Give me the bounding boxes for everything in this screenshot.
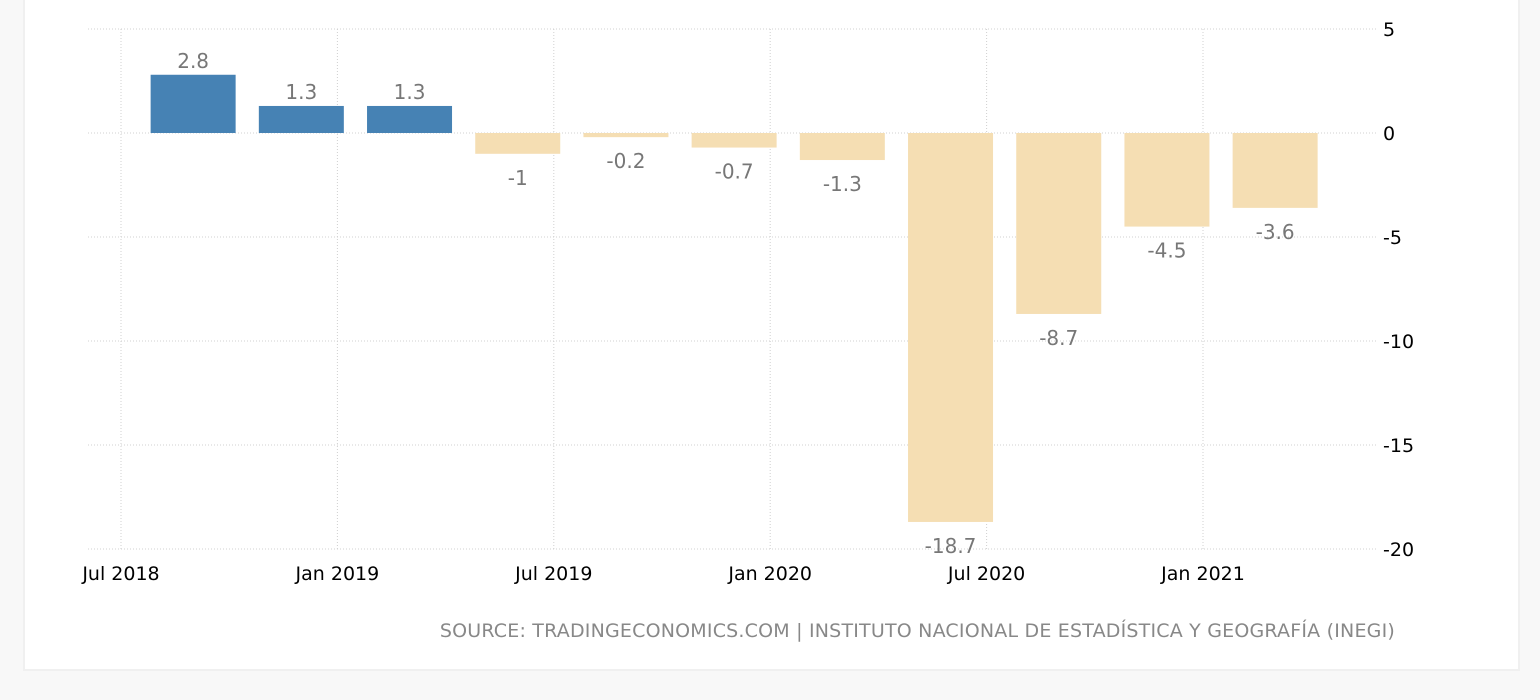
bar [150, 74, 236, 133]
data-label: 1.3 [394, 80, 426, 104]
data-label: 2.8 [177, 49, 209, 73]
bar [799, 133, 885, 161]
bar [258, 105, 344, 133]
bar [1232, 133, 1318, 208]
bar [367, 105, 453, 133]
x-tick-label: Jul 2020 [947, 563, 1025, 585]
data-label: 1.3 [285, 80, 317, 104]
data-label: -1.3 [823, 172, 862, 196]
x-tick-label: Jan 2021 [1160, 563, 1245, 585]
data-label: -3.6 [1256, 220, 1295, 244]
y-tick-label: -15 [1383, 435, 1414, 457]
data-label: -4.5 [1147, 239, 1186, 263]
x-tick-label: Jul 2018 [81, 563, 159, 585]
bar [1016, 133, 1102, 314]
bar [583, 133, 669, 138]
y-tick-label: -20 [1383, 539, 1414, 561]
x-tick-label: Jul 2019 [514, 563, 592, 585]
data-label: -0.2 [606, 149, 645, 173]
y-tick-label: -5 [1383, 227, 1402, 249]
data-label: -18.7 [925, 534, 977, 558]
y-tick-label: 0 [1383, 123, 1395, 145]
y-tick-label: -10 [1383, 331, 1414, 353]
x-tick-label: Jan 2020 [727, 563, 812, 585]
y-tick-label: 5 [1383, 19, 1395, 41]
bar [475, 133, 561, 154]
source-note: SOURCE: TRADINGECONOMICS.COM | INSTITUTO… [439, 620, 1395, 642]
bar [908, 133, 994, 522]
x-tick-label: Jan 2019 [295, 563, 380, 585]
bar [1124, 133, 1210, 227]
data-label: -1 [508, 166, 528, 190]
data-label: -0.7 [715, 160, 754, 184]
bar [691, 133, 777, 148]
data-label: -8.7 [1039, 326, 1078, 350]
